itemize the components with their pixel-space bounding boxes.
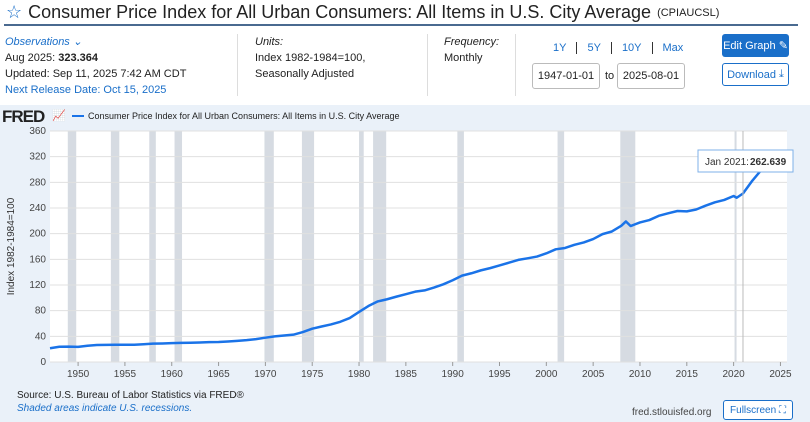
recession-band (457, 131, 464, 362)
legend: Consumer Price Index for All Urban Consu… (72, 111, 399, 121)
fullscreen-icon: ⛶ (778, 404, 786, 416)
range-1y-button[interactable]: 1Y (543, 42, 578, 54)
y-tick-label: 160 (29, 254, 46, 265)
recession-band (264, 131, 274, 362)
tooltip (697, 149, 794, 173)
y-tick-label: 280 (29, 177, 46, 188)
x-tick-label: 1950 (67, 369, 90, 380)
x-tick-label: 1955 (114, 369, 137, 380)
chart-type-icon[interactable]: 📈 (52, 110, 66, 122)
x-tick-label: 1995 (488, 369, 511, 380)
frequency-panel: Frequency: Monthly (444, 36, 500, 64)
x-tick-label: 2005 (582, 369, 605, 380)
divider (4, 24, 798, 26)
recession-band (359, 131, 364, 362)
divider (427, 34, 428, 96)
start-date-input[interactable]: 1947-01-01 (532, 63, 600, 89)
cpi-series-line (49, 153, 787, 350)
x-tick-label: 2020 (722, 369, 745, 380)
y-tick-label: 320 (29, 152, 46, 163)
tooltip-label: Jan 2021: (705, 157, 749, 168)
recession-band (110, 131, 120, 362)
x-tick-label: 2025 (769, 369, 792, 380)
edit-icon: ✎ (778, 40, 788, 52)
legend-swatch (72, 115, 84, 117)
x-tick-label: 1960 (161, 369, 184, 380)
tooltip-value: 262.639 (750, 157, 787, 168)
next-release-link[interactable]: Next Release Date: Oct 15, 2025 (5, 84, 167, 96)
x-tick-label: 2010 (629, 369, 652, 380)
recession-note: Shaded areas indicate U.S. recessions. (17, 403, 193, 414)
recession-band (557, 131, 565, 362)
range-max-button[interactable]: Max (662, 42, 684, 54)
recession-band (301, 131, 315, 362)
units-panel: Units: Index 1982-1984=100, Seasonally A… (255, 36, 366, 80)
end-date-input[interactable]: 2025-08-01 (617, 63, 685, 89)
source-text: Source: U.S. Bureau of Labor Statistics … (17, 390, 244, 401)
observations-toggle[interactable]: Observations ⌄ (5, 36, 83, 48)
x-tick-label: 1975 (301, 369, 324, 380)
y-tick-label: 0 (40, 357, 46, 368)
range-buttons: 1Y 5Y 10Y Max (543, 42, 693, 54)
download-icon: ⤓ (779, 68, 784, 80)
x-tick-label: 1990 (442, 369, 465, 380)
recession-band (67, 131, 77, 362)
chevron-down-icon: ⌄ (72, 36, 83, 48)
recession-band (149, 131, 156, 362)
range-5y-button[interactable]: 5Y (577, 42, 612, 54)
star-icon[interactable]: ☆ (6, 2, 23, 22)
y-axis-label: Index 1982-1984=100 (6, 197, 17, 295)
y-tick-label: 240 (29, 203, 46, 214)
divider (515, 34, 516, 96)
page-title: ☆ Consumer Price Index for All Urban Con… (6, 2, 720, 22)
y-tick-label: 120 (29, 280, 46, 291)
fred-logo: FRED (2, 107, 45, 126)
edit-graph-button[interactable]: Edit Graph ✎ (722, 34, 789, 57)
x-tick-label: 1970 (254, 369, 277, 380)
x-tick-label: 1985 (395, 369, 418, 380)
recession-band (174, 131, 183, 362)
y-tick-label: 80 (35, 306, 47, 317)
recession-band (734, 131, 737, 362)
x-tick-label: 1965 (207, 369, 230, 380)
y-tick-label: 40 (35, 331, 47, 342)
observations-panel: Observations ⌄ Aug 2025: 323.364 Updated… (5, 36, 187, 96)
recession-band (373, 131, 387, 362)
recession-band (620, 131, 636, 362)
x-tick-label: 2000 (535, 369, 558, 380)
plot-background (50, 131, 787, 362)
x-tick-label: 1980 (348, 369, 371, 380)
range-10y-button[interactable]: 10Y (612, 42, 653, 54)
download-button[interactable]: Download ⤓ (722, 63, 789, 86)
fred-url[interactable]: fred.stlouisfed.org (632, 407, 712, 418)
y-tick-label: 360 (29, 126, 46, 137)
fullscreen-button[interactable]: Fullscreen ⛶ (723, 400, 793, 420)
x-tick-label: 2015 (676, 369, 699, 380)
y-tick-label: 200 (29, 229, 46, 240)
divider (237, 34, 238, 96)
